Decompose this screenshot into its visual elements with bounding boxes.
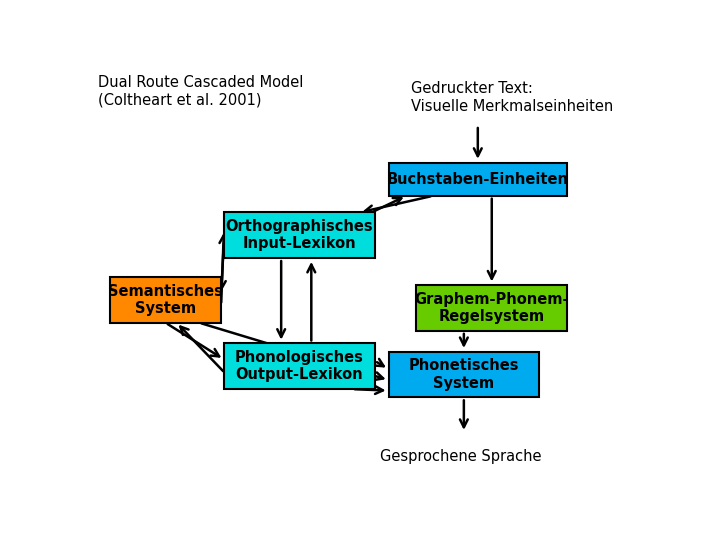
Text: Semantisches
System: Semantisches System xyxy=(108,284,222,316)
Text: Dual Route Cascaded Model
(Coltheart et al. 2001): Dual Route Cascaded Model (Coltheart et … xyxy=(99,75,304,107)
FancyBboxPatch shape xyxy=(389,163,567,196)
FancyBboxPatch shape xyxy=(389,352,539,397)
FancyBboxPatch shape xyxy=(224,343,374,389)
Text: Graphem-Phonem-
Regelsystem: Graphem-Phonem- Regelsystem xyxy=(415,292,569,324)
Text: Phonologisches
Output-Lexikon: Phonologisches Output-Lexikon xyxy=(235,350,364,382)
Text: Gedruckter Text:
Visuelle Merkmalseinheiten: Gedruckter Text: Visuelle Merkmalseinhei… xyxy=(411,82,613,114)
Text: Orthographisches
Input-Lexikon: Orthographisches Input-Lexikon xyxy=(225,219,373,252)
Text: Gesprochene Sprache: Gesprochene Sprache xyxy=(380,449,542,464)
Text: Buchstaben-Einheiten: Buchstaben-Einheiten xyxy=(387,172,569,187)
FancyBboxPatch shape xyxy=(224,212,374,258)
FancyBboxPatch shape xyxy=(109,277,221,322)
Text: Phonetisches
System: Phonetisches System xyxy=(409,359,519,391)
FancyBboxPatch shape xyxy=(416,285,567,331)
